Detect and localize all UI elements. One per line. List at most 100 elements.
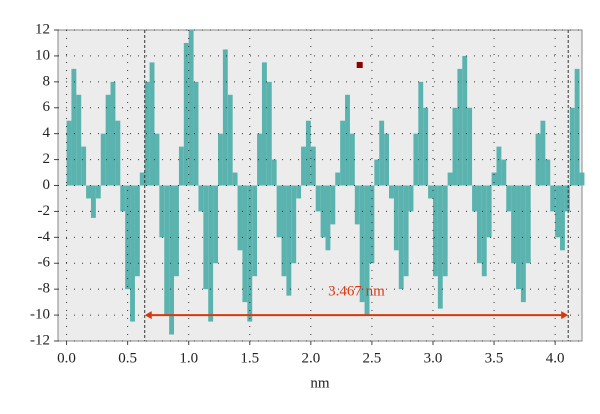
- bar: [354, 185, 360, 225]
- bar: [462, 55, 468, 186]
- bar: [320, 185, 326, 238]
- bar: [261, 62, 267, 186]
- bar: [374, 159, 380, 186]
- bar: [349, 133, 355, 186]
- x-tick-label: 0.5: [118, 350, 137, 366]
- bar: [164, 185, 170, 316]
- y-tick-label: -4: [38, 229, 51, 245]
- bar: [389, 185, 394, 199]
- y-tick-label: -8: [38, 281, 51, 297]
- y-tick-label: 12: [35, 21, 50, 37]
- bar: [105, 94, 111, 186]
- bar: [198, 185, 204, 212]
- bar: [159, 185, 165, 238]
- bar: [516, 185, 521, 290]
- bar: [452, 107, 458, 186]
- y-tick-label: 6: [43, 99, 51, 115]
- bar: [369, 185, 375, 264]
- bar: [120, 185, 126, 212]
- bar: [447, 172, 453, 186]
- bar: [393, 185, 399, 251]
- bar: [325, 185, 331, 251]
- x-tick-label: 0.0: [57, 350, 76, 366]
- x-tick-label: 2.0: [301, 350, 320, 366]
- y-tick-label: -12: [30, 332, 50, 348]
- bar: [491, 172, 497, 186]
- x-axis-label: nm: [310, 375, 330, 391]
- bar: [237, 185, 243, 251]
- bar: [174, 185, 179, 277]
- bar: [281, 185, 287, 277]
- bar: [144, 81, 150, 186]
- bar: [208, 185, 214, 322]
- bar: [413, 133, 419, 186]
- bar: [71, 68, 77, 186]
- bar: [213, 185, 219, 264]
- bar: [564, 185, 570, 212]
- y-tick-label: -6: [38, 255, 51, 271]
- bar: [139, 172, 145, 186]
- bar: [271, 159, 277, 186]
- bar: [286, 185, 292, 296]
- bar: [442, 185, 448, 277]
- bar: [266, 81, 272, 186]
- bar: [178, 146, 184, 186]
- bar: [66, 120, 72, 186]
- bar: [501, 159, 507, 186]
- bar: [305, 120, 311, 186]
- bar: [579, 172, 585, 186]
- y-tick-label: -10: [30, 307, 50, 323]
- bar: [232, 172, 238, 186]
- bar: [403, 185, 409, 277]
- bar: [345, 94, 350, 186]
- bar: [428, 185, 433, 199]
- bar: [379, 120, 385, 186]
- y-tick-label: 10: [35, 47, 50, 63]
- y-tick-label: 8: [43, 73, 51, 89]
- bar: [227, 94, 233, 186]
- bar: [193, 81, 199, 186]
- bar: [188, 30, 194, 186]
- bar: [540, 120, 546, 186]
- x-tick-label: 4.0: [546, 350, 565, 366]
- y-tick-label: -2: [38, 203, 51, 219]
- bar: [183, 42, 189, 186]
- bar: [359, 185, 365, 303]
- bar: [134, 185, 140, 277]
- bar: [130, 185, 135, 322]
- bar: [408, 185, 414, 212]
- bar: [481, 185, 487, 277]
- bar: [335, 172, 341, 186]
- y-tick-label: 2: [43, 151, 51, 167]
- bar: [86, 185, 91, 199]
- bar: [218, 133, 223, 186]
- bar: [545, 159, 551, 186]
- bar: [257, 133, 262, 186]
- bar: [418, 81, 424, 186]
- bar: [330, 185, 336, 225]
- bar: [520, 185, 526, 303]
- bar: [115, 120, 121, 186]
- bar: [525, 185, 531, 264]
- bar: [95, 185, 101, 199]
- x-tick-label: 3.5: [485, 350, 504, 366]
- x-tick-label: 2.5: [363, 350, 382, 366]
- bar: [476, 185, 482, 264]
- bar: [315, 185, 321, 212]
- bar: [149, 62, 155, 186]
- bar: [511, 185, 517, 264]
- bar: [496, 146, 502, 186]
- bar: [467, 107, 473, 186]
- bar: [423, 107, 429, 186]
- bar: [472, 185, 477, 212]
- arrow-head: [144, 311, 152, 320]
- y-tick-label: 4: [43, 125, 51, 141]
- bar: [398, 185, 404, 290]
- bar: [296, 185, 302, 199]
- bar: [569, 107, 575, 186]
- bar: [486, 185, 492, 238]
- bar: [252, 185, 258, 277]
- bar: [506, 185, 512, 212]
- x-tick-label: 1.5: [240, 350, 259, 366]
